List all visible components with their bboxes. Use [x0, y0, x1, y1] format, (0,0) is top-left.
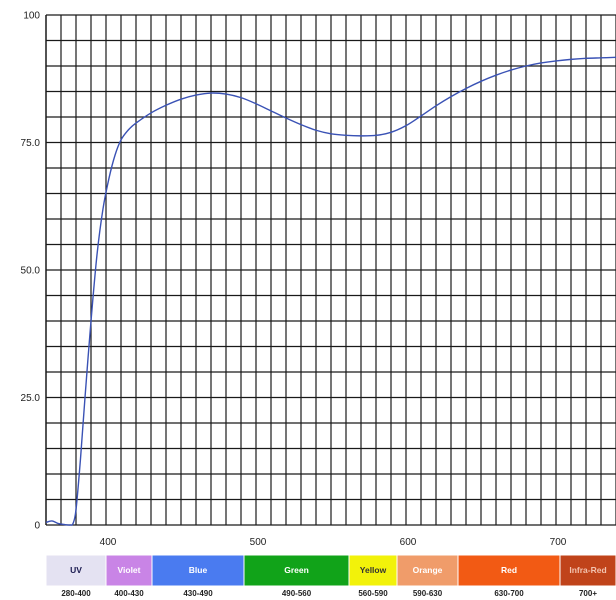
band-label: Orange: [413, 565, 443, 575]
band-range-label: 590-630: [413, 589, 443, 598]
x-tick-label: 400: [100, 537, 117, 548]
band-range-label: 430-490: [183, 589, 213, 598]
band-range-label: 490-560: [282, 589, 312, 598]
band-label: Red: [501, 565, 517, 575]
grid: [45, 14, 616, 526]
band-range-label: 630-700: [494, 589, 524, 598]
y-tick-label: 0: [34, 521, 40, 532]
spectrum-band-bar: UV 280-400 Violet 400-430 Blue 430-490 Green 49…: [45, 554, 616, 598]
x-tick-label: 700: [550, 537, 567, 548]
band-range-label: 280-400: [61, 589, 91, 598]
band-yellow-swatch: [348, 554, 398, 587]
band-label: Green: [284, 565, 309, 575]
y-tick-label: 50.0: [21, 266, 41, 277]
band-label: Blue: [189, 565, 208, 575]
band-label: Yellow: [360, 565, 387, 575]
band-green-swatch: [243, 554, 350, 587]
band-range-label: 700+: [579, 589, 597, 598]
band-uv-swatch: [45, 554, 107, 587]
band-range-label: 560-590: [358, 589, 388, 598]
band-blue-swatch: [151, 554, 245, 587]
y-tick-label: 25.0: [21, 393, 41, 404]
x-tick-label: 500: [250, 537, 267, 548]
band-range-label: 400-430: [114, 589, 144, 598]
transmission-line: [45, 56, 616, 526]
band-orange-swatch: [396, 554, 459, 587]
x-tick-label: 600: [400, 537, 417, 548]
band-violet-swatch: [105, 554, 153, 587]
band-red-swatch: [457, 554, 561, 587]
y-tick-label: 75.0: [21, 138, 41, 149]
band-infra-red-swatch: [559, 554, 616, 587]
band-label: Violet: [118, 565, 141, 575]
band-label: UV: [70, 565, 82, 575]
band-label: Infra-Red: [569, 565, 606, 575]
y-tick-label: 100: [23, 11, 40, 22]
